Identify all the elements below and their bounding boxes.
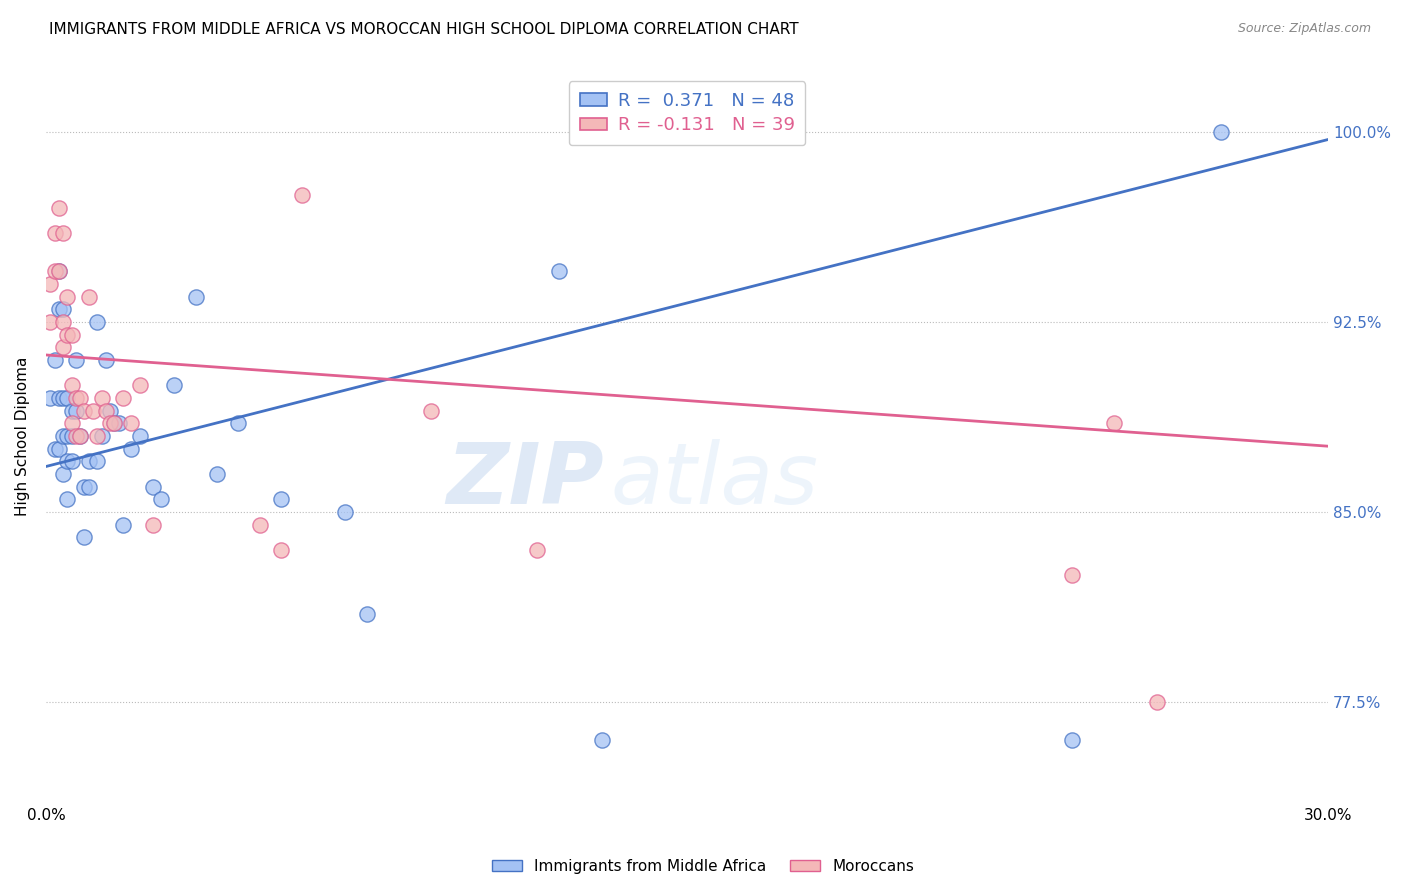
Point	[1211, 125, 1233, 139]
Point	[98, 417, 121, 431]
Point	[52, 340, 75, 354]
Point	[52, 467, 75, 481]
Point	[1060, 568, 1083, 582]
Point	[270, 543, 292, 558]
Point	[86, 454, 108, 468]
Point	[77, 454, 100, 468]
Point	[65, 391, 87, 405]
Point	[129, 429, 152, 443]
Point	[142, 517, 165, 532]
Point	[60, 403, 83, 417]
Point	[205, 467, 228, 481]
Y-axis label: High School Diploma: High School Diploma	[15, 357, 30, 516]
Point	[44, 264, 66, 278]
Point	[90, 429, 112, 443]
Point	[1104, 417, 1126, 431]
Point	[77, 480, 100, 494]
Point	[52, 227, 75, 241]
Point	[270, 492, 292, 507]
Text: Source: ZipAtlas.com: Source: ZipAtlas.com	[1237, 22, 1371, 36]
Point	[103, 417, 125, 431]
Point	[69, 429, 91, 443]
Point	[249, 517, 271, 532]
Point	[184, 290, 207, 304]
Point	[86, 315, 108, 329]
Point	[39, 315, 62, 329]
Point	[73, 531, 96, 545]
Point	[48, 264, 70, 278]
Point	[69, 429, 91, 443]
Point	[569, 125, 592, 139]
Text: atlas: atlas	[610, 439, 818, 522]
Point	[60, 454, 83, 468]
Point	[129, 378, 152, 392]
Point	[73, 480, 96, 494]
Point	[48, 201, 70, 215]
Point	[52, 315, 75, 329]
Point	[333, 505, 356, 519]
Point	[1146, 695, 1168, 709]
Point	[94, 353, 117, 368]
Point	[60, 327, 83, 342]
Point	[419, 403, 441, 417]
Point	[120, 417, 142, 431]
Point	[1060, 733, 1083, 747]
Point	[547, 264, 569, 278]
Point	[39, 391, 62, 405]
Point	[56, 454, 79, 468]
Point	[65, 429, 87, 443]
Point	[56, 327, 79, 342]
Point	[120, 442, 142, 456]
Point	[56, 290, 79, 304]
Point	[52, 429, 75, 443]
Point	[163, 378, 186, 392]
Point	[56, 429, 79, 443]
Point	[44, 227, 66, 241]
Point	[44, 442, 66, 456]
Point	[591, 733, 613, 747]
Point	[103, 417, 125, 431]
Point	[111, 517, 134, 532]
Point	[82, 403, 104, 417]
Legend: Immigrants from Middle Africa, Moroccans: Immigrants from Middle Africa, Moroccans	[485, 853, 921, 880]
Point	[56, 391, 79, 405]
Point	[69, 391, 91, 405]
Point	[356, 607, 378, 621]
Text: IMMIGRANTS FROM MIDDLE AFRICA VS MOROCCAN HIGH SCHOOL DIPLOMA CORRELATION CHART: IMMIGRANTS FROM MIDDLE AFRICA VS MOROCCA…	[49, 22, 799, 37]
Point	[48, 302, 70, 317]
Point	[56, 492, 79, 507]
Point	[60, 378, 83, 392]
Point	[65, 353, 87, 368]
Point	[94, 403, 117, 417]
Point	[90, 391, 112, 405]
Point	[150, 492, 173, 507]
Point	[86, 429, 108, 443]
Point	[111, 391, 134, 405]
Point	[60, 417, 83, 431]
Point	[226, 417, 249, 431]
Point	[48, 442, 70, 456]
Point	[77, 290, 100, 304]
Point	[291, 188, 314, 202]
Legend: R =  0.371   N = 48, R = -0.131   N = 39: R = 0.371 N = 48, R = -0.131 N = 39	[569, 81, 806, 145]
Point	[65, 403, 87, 417]
Point	[526, 543, 548, 558]
Point	[48, 391, 70, 405]
Point	[107, 417, 129, 431]
Point	[60, 429, 83, 443]
Point	[98, 403, 121, 417]
Text: ZIP: ZIP	[446, 439, 603, 522]
Point	[48, 264, 70, 278]
Point	[52, 302, 75, 317]
Point	[52, 391, 75, 405]
Point	[39, 277, 62, 291]
Point	[73, 403, 96, 417]
Point	[142, 480, 165, 494]
Point	[44, 353, 66, 368]
